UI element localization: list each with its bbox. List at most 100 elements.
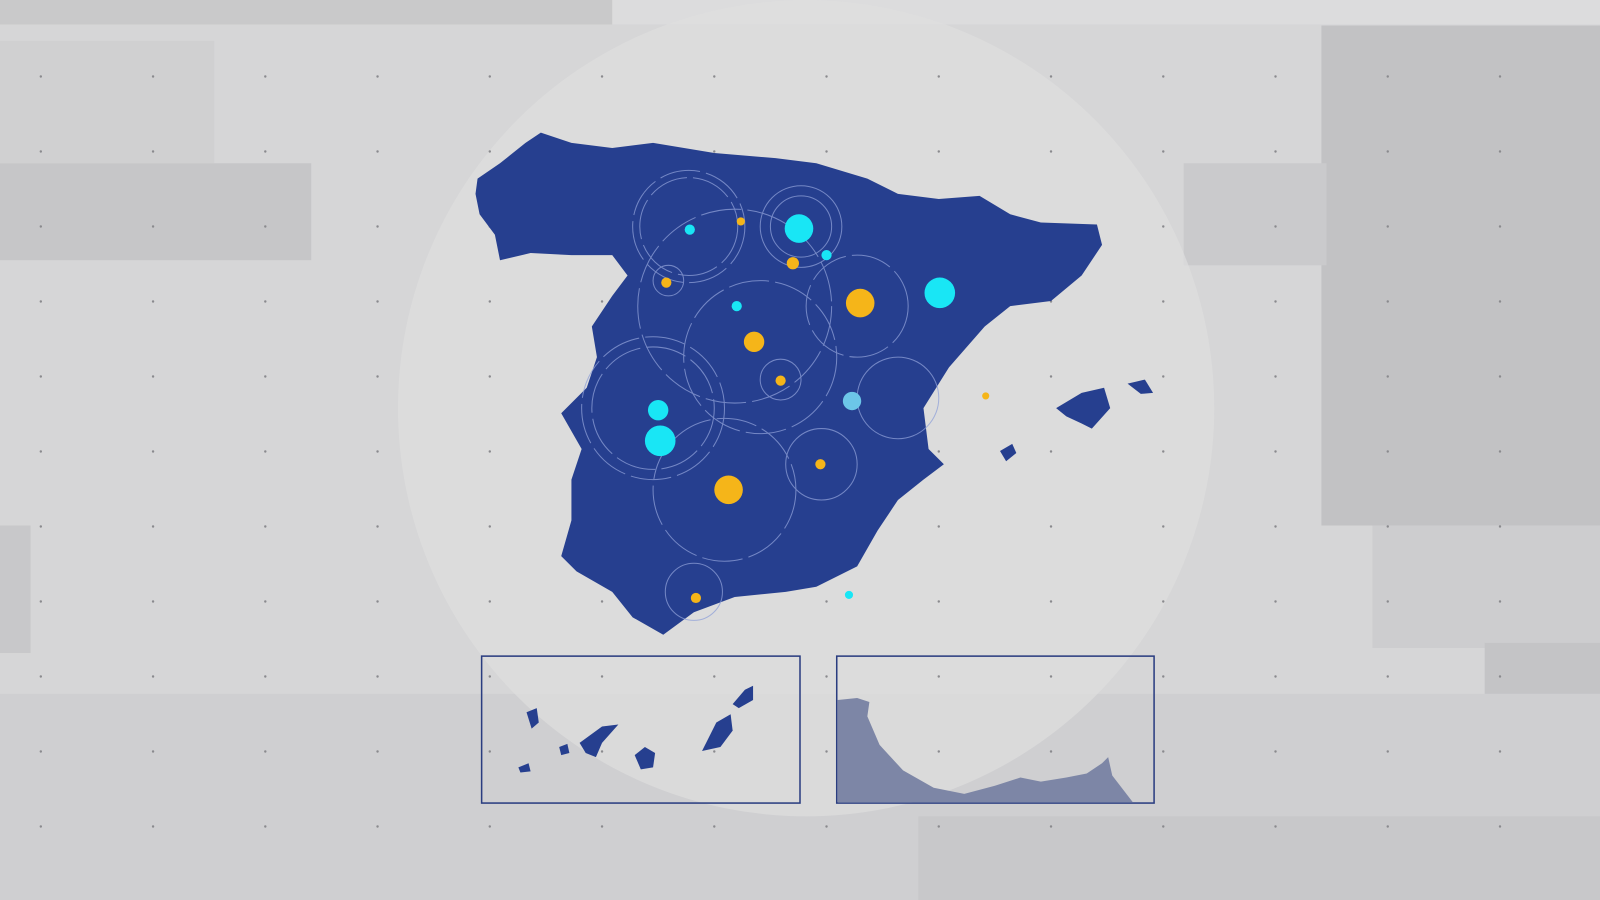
grid-dot [1162, 450, 1165, 453]
grid-dot [151, 75, 155, 78]
grid-dot [1498, 525, 1502, 528]
grid-dot [1162, 150, 1165, 153]
grid-dot [937, 825, 940, 828]
grid-dot [264, 675, 267, 678]
grid-dot [1498, 825, 1502, 828]
grid-dot [600, 750, 604, 753]
grid-dot [1049, 825, 1053, 828]
map-marker [842, 391, 862, 411]
grid-dot [1049, 600, 1053, 603]
grid-dot [151, 300, 155, 303]
grid-dot [376, 375, 379, 378]
grid-dot [1274, 300, 1277, 303]
grid-dot [937, 675, 940, 678]
map-marker [647, 400, 669, 421]
grid-dot [1498, 450, 1502, 453]
grid-dot [264, 375, 267, 378]
grid-dot [1386, 600, 1389, 603]
grid-dot [39, 600, 43, 603]
grid-dot [1162, 225, 1165, 228]
grid-dot [488, 300, 492, 303]
grid-dot [937, 525, 940, 528]
grid-dot [488, 525, 492, 528]
grid-dot [151, 750, 155, 753]
grid-dot [1386, 750, 1389, 753]
grid-dot [151, 525, 155, 528]
grid-dot [376, 225, 379, 228]
grid-dot [1386, 675, 1389, 678]
grid-dot [1274, 75, 1277, 78]
grid-dot [1498, 150, 1502, 153]
grid-dot [600, 675, 604, 678]
map-marker [845, 288, 875, 318]
grid-dot [1274, 825, 1277, 828]
grid-dot [39, 300, 43, 303]
map-marker [743, 331, 765, 353]
grid-dot [39, 675, 43, 678]
grid-dot [600, 75, 604, 78]
grid-dot [713, 750, 716, 753]
grid-dot [1162, 300, 1165, 303]
grid-dot [1049, 150, 1053, 153]
grid-dot [825, 600, 828, 603]
grid-dot [1498, 600, 1502, 603]
grid-dot [376, 450, 379, 453]
map-marker [982, 392, 990, 400]
grid-dot [1498, 75, 1502, 78]
coverage-ring [637, 208, 833, 404]
grid-dot [1274, 150, 1277, 153]
grid-dot [264, 600, 267, 603]
map-marker [786, 257, 799, 270]
grid-dot [264, 825, 267, 828]
coverage-ring [805, 254, 909, 358]
grid-dot [264, 75, 267, 78]
grid-dot [488, 600, 492, 603]
grid-dot [264, 525, 267, 528]
grid-dot [151, 375, 155, 378]
grid-dot [488, 675, 492, 678]
grid-dot [1386, 525, 1389, 528]
grid-dot [151, 825, 155, 828]
grid-dot [1162, 675, 1165, 678]
grid-dot [600, 825, 604, 828]
map-marker [714, 475, 743, 505]
grid-dot [1386, 225, 1389, 228]
grid-dot [1386, 75, 1389, 78]
grid-dot [825, 750, 828, 753]
grid-dot [825, 75, 828, 78]
grid-dot [488, 825, 492, 828]
mallorca [1056, 387, 1111, 429]
coverage-ring [591, 346, 715, 470]
grid-dot [713, 75, 716, 78]
grid-dot [937, 150, 940, 153]
grid-dot [937, 750, 940, 753]
grid-dot [1386, 825, 1389, 828]
grid-dot [488, 375, 492, 378]
grid-dot [713, 825, 716, 828]
grid-dot [1274, 525, 1277, 528]
map-marker [661, 277, 672, 288]
grid-dot [1162, 825, 1165, 828]
grid-dot [1274, 375, 1277, 378]
grid-dot [1274, 450, 1277, 453]
grid-dot [937, 75, 940, 78]
grid-dot [376, 300, 379, 303]
grid-dot [1162, 75, 1165, 78]
coverage-ring [632, 169, 746, 284]
grid-dot [1498, 675, 1502, 678]
map-marker [690, 592, 702, 604]
grid-dot [39, 225, 43, 228]
grid-dot [1162, 375, 1165, 378]
grid-dot [600, 300, 604, 303]
grid-dot [1274, 225, 1277, 228]
grid-dot [39, 750, 43, 753]
grid-dot [1049, 750, 1053, 753]
grid-dot [1049, 675, 1053, 678]
grid-dot [39, 825, 43, 828]
inset-canary-islands [480, 655, 801, 804]
grid-dot [39, 75, 43, 78]
grid-dot [39, 375, 43, 378]
grid-dot [1498, 375, 1502, 378]
grid-dot [376, 525, 379, 528]
